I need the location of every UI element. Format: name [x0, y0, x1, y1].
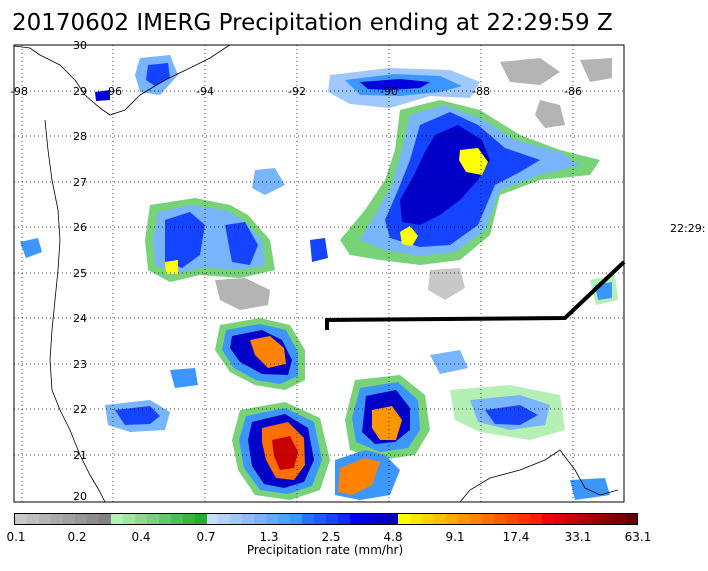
- longitude-labels: -98 -96 -94 -92 -90 -88 -86: [10, 85, 582, 98]
- colorbar-swatch: [457, 514, 470, 524]
- colorbar-swatch: [242, 514, 255, 524]
- colorbar-swatch: [218, 514, 231, 524]
- colorbar-tick-label: 9.1: [445, 530, 465, 544]
- lat-label: 20: [73, 490, 87, 503]
- colorbar: [14, 513, 638, 525]
- lon-label: -98: [10, 85, 28, 98]
- colorbar-swatch: [50, 514, 63, 524]
- lat-label: 27: [73, 176, 87, 189]
- lat-label: 23: [73, 358, 87, 371]
- colorbar-swatch: [98, 514, 111, 524]
- map-frame: [13, 44, 625, 503]
- lat-label: 30: [73, 39, 87, 52]
- lat-label: 26: [73, 221, 87, 234]
- colorbar-swatch: [278, 514, 291, 524]
- colorbar-swatch: [613, 514, 626, 524]
- colorbar-swatch: [26, 514, 39, 524]
- colorbar-swatch: [517, 514, 530, 524]
- colorbar-swatch: [362, 514, 375, 524]
- colorbar-swatch: [493, 514, 506, 524]
- swath-boundary-line: [325, 260, 626, 330]
- colorbar-swatch: [38, 514, 51, 524]
- colorbar-swatch: [254, 514, 267, 524]
- colorbar-swatch: [230, 514, 243, 524]
- colorbar-swatch: [314, 514, 327, 524]
- colorbar-tick-label: 0.4: [131, 530, 151, 544]
- colorbar-swatch: [266, 514, 279, 524]
- graticule: [14, 45, 624, 502]
- colorbar-swatch: [170, 514, 183, 524]
- colorbar-swatch: [110, 514, 123, 524]
- colorbar-swatch: [445, 514, 458, 524]
- colorbar-swatch: [134, 514, 147, 524]
- lat-label: 28: [73, 130, 87, 143]
- colorbar-tick-label: 33.1: [564, 530, 592, 544]
- colorbar-swatch: [541, 514, 554, 524]
- map-title: 20170602 IMERG Precipitation ending at 2…: [12, 10, 613, 36]
- colorbar-swatch: [158, 514, 171, 524]
- colorbar-swatch: [409, 514, 422, 524]
- coastline: [14, 45, 619, 502]
- lat-label: 22: [73, 403, 87, 416]
- lon-label: -86: [564, 85, 582, 98]
- colorbar-swatch: [481, 514, 494, 524]
- colorbar-swatch: [74, 514, 87, 524]
- colorbar-swatch: [338, 514, 351, 524]
- lat-label: 21: [73, 449, 87, 462]
- colorbar-swatch: [577, 514, 590, 524]
- colorbar-swatch: [290, 514, 303, 524]
- colorbar-swatch: [398, 514, 410, 524]
- colorbar-swatch: [326, 514, 339, 524]
- colorbar-swatch: [601, 514, 614, 524]
- colorbar-swatch: [529, 514, 542, 524]
- colorbar-swatch: [374, 514, 387, 524]
- colorbar-swatch: [565, 514, 578, 524]
- colorbar-swatch: [469, 514, 482, 524]
- precip-layer: [20, 55, 618, 500]
- colorbar-swatch: [86, 514, 99, 524]
- lon-label: -88: [472, 85, 490, 98]
- lon-label: -96: [104, 85, 122, 98]
- colorbar-swatch: [386, 514, 398, 524]
- colorbar-swatch: [589, 514, 602, 524]
- colorbar-swatch: [206, 514, 219, 524]
- colorbar-swatch: [625, 514, 638, 524]
- colorbar-swatch: [350, 514, 363, 524]
- colorbar-tick-label: 17.4: [502, 530, 530, 544]
- lon-label: -94: [196, 85, 214, 98]
- colorbar-swatch: [194, 514, 207, 524]
- colorbar-swatch: [433, 514, 446, 524]
- latitude-labels: 30 29 28 27 26 25 24 23 22 21 20: [73, 39, 87, 503]
- lat-label: 24: [73, 312, 87, 325]
- side-time-label: 22:29:: [670, 222, 706, 235]
- colorbar-swatch: [553, 514, 566, 524]
- colorbar-swatch: [146, 514, 159, 524]
- colorbar-tick-label: 2.5: [321, 530, 341, 544]
- lat-label: 29: [73, 85, 87, 98]
- colorbar-swatch: [62, 514, 75, 524]
- colorbar-swatch: [15, 514, 27, 524]
- colorbar-tick-label: 63.1: [624, 530, 652, 544]
- colorbar-tick-label: 0.1: [6, 530, 26, 544]
- colorbar-title: Precipitation rate (mm/hr): [246, 543, 404, 557]
- colorbar-tick-label: 0.2: [67, 530, 87, 544]
- colorbar-tick-label: 0.7: [196, 530, 216, 544]
- colorbar-swatch: [122, 514, 135, 524]
- lon-label: -90: [380, 85, 398, 98]
- colorbar-swatch: [421, 514, 434, 524]
- colorbar-swatch: [182, 514, 195, 524]
- lat-label: 25: [73, 267, 87, 280]
- lon-label: -92: [288, 85, 306, 98]
- colorbar-swatch: [302, 514, 315, 524]
- colorbar-tick-label: 4.8: [383, 530, 403, 544]
- colorbar-tick-label: 1.3: [259, 530, 279, 544]
- colorbar-swatch: [505, 514, 518, 524]
